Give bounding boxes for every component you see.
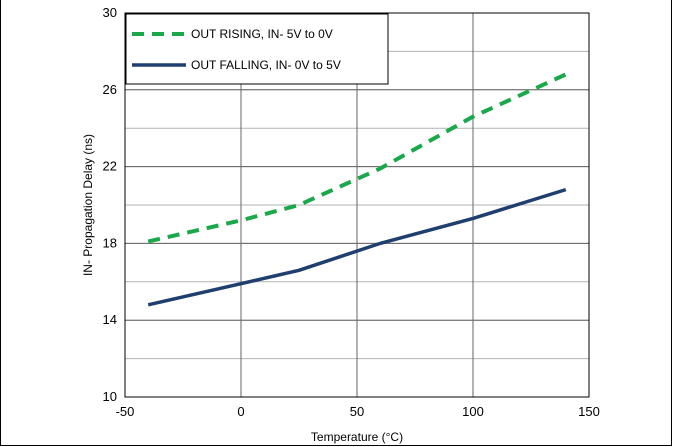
- x-tick-labels: -50 0 50 100 150: [116, 404, 600, 419]
- x-tick-label: 150: [578, 404, 600, 419]
- y-tick-label: 10: [103, 389, 117, 404]
- series-line-rising: [147, 72, 567, 244]
- series-line-falling: [147, 187, 567, 307]
- y-tick-label: 14: [103, 312, 117, 327]
- y-tick-label: 30: [103, 5, 117, 20]
- x-tick-label: 50: [350, 404, 364, 419]
- legend-label-rising: OUT RISING, IN- 5V to 0V: [191, 27, 333, 41]
- y-tick-label: 22: [103, 159, 117, 174]
- y-tick-labels: 10 14 18 22 26 30: [103, 5, 117, 404]
- plot-area-border: [124, 12, 590, 398]
- x-tick-label: -50: [116, 404, 135, 419]
- x-tick-label: 100: [462, 404, 484, 419]
- legend-box: [125, 13, 389, 85]
- y-tick-label: 26: [103, 82, 117, 97]
- y-tick-label: 18: [103, 235, 117, 250]
- x-tick-label: 0: [237, 404, 244, 419]
- series-lines: [147, 72, 567, 307]
- x-axis-label: Temperature (°C): [311, 430, 403, 444]
- legend-label-falling: OUT FALLING, IN- 0V to 5V: [191, 58, 341, 72]
- y-axis-label: IN- Propagation Delay (ns): [81, 134, 95, 276]
- legend: OUT RISING, IN- 5V to 0V OUT FALLING, IN…: [125, 13, 389, 85]
